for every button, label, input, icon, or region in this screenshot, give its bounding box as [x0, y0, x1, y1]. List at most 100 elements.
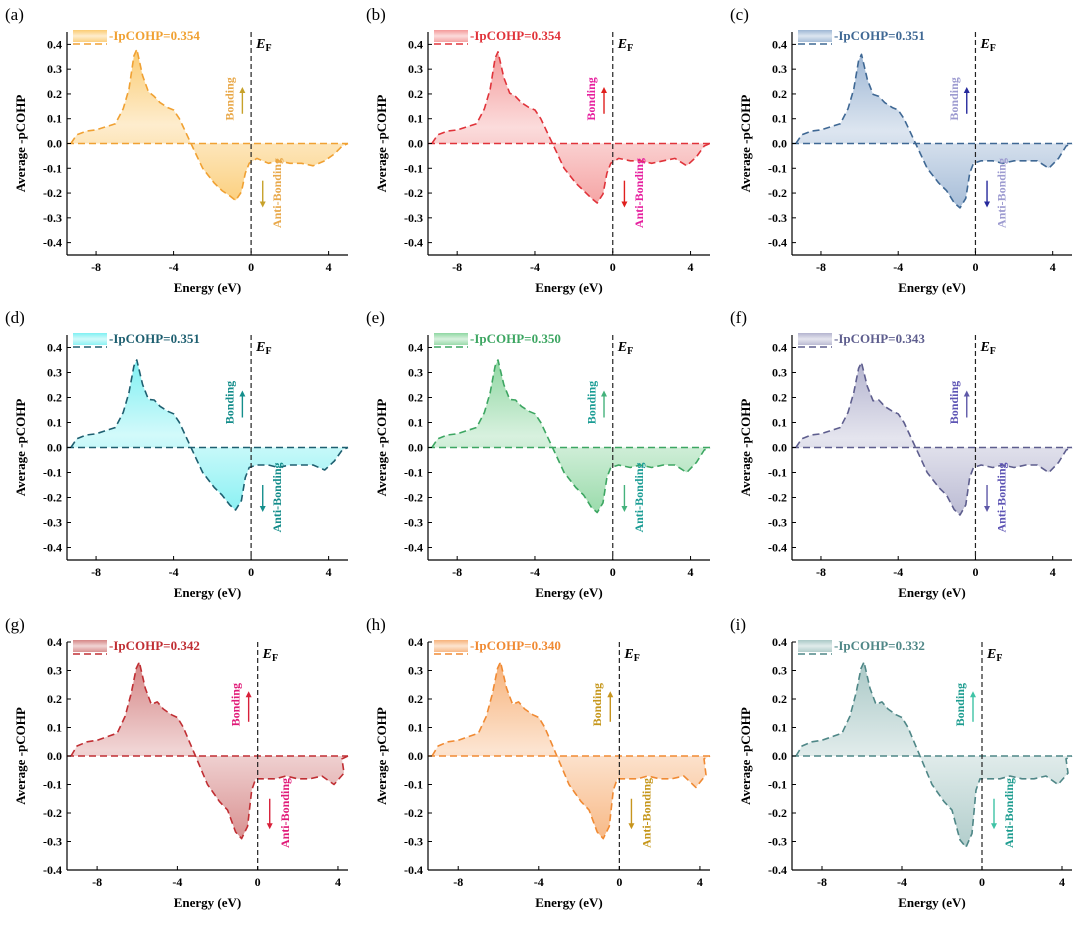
panel-label: (b): [366, 5, 386, 24]
y-tick-label: -0.4: [768, 863, 787, 877]
fermi-label: EF: [986, 647, 1002, 664]
bonding-arrow-head: [245, 691, 252, 698]
y-tick-label: -0.3: [43, 835, 62, 849]
bonding-arrow-head: [970, 691, 976, 698]
legend-swatch: [434, 333, 468, 345]
bonding-label: Bonding: [223, 77, 237, 120]
x-axis-title: Energy (eV): [898, 585, 966, 600]
legend-swatch: [73, 640, 107, 652]
y-tick-label: -0.3: [404, 211, 423, 225]
antibonding-arrow-head: [259, 201, 266, 208]
y-tick-label: -0.2: [43, 491, 62, 505]
cohp-curve: [70, 359, 349, 511]
y-tick-label: 0.3: [47, 62, 62, 76]
cohp-curve: [70, 661, 349, 840]
bonding-label: Bonding: [953, 683, 967, 726]
y-axis-title: Average -pCOHP: [738, 399, 753, 497]
y-tick-label: 0.3: [408, 62, 423, 76]
x-tick-label: -8: [453, 875, 463, 889]
y-axis-title: Average -pCOHP: [738, 95, 753, 193]
antibonding-arrow-head: [266, 823, 273, 830]
fermi-label: EF: [979, 340, 995, 357]
y-tick-label: 0.1: [772, 416, 787, 430]
x-tick-label: 4: [1050, 565, 1056, 579]
panel-h: EF -0.4 -0.3 -0.2 -0.1 0.0 0.1 0.2 0.3 0.4 -8 -4 0 4 E…: [366, 615, 711, 910]
y-tick-label: -0.4: [768, 236, 787, 250]
x-axis-title: Energy (eV): [535, 585, 603, 600]
y-tick-label: 0.3: [772, 62, 787, 76]
antibonding-label: Anti-Bonding: [270, 158, 284, 228]
y-tick-label: 0.0: [408, 137, 423, 151]
x-axis-title: Energy (eV): [535, 895, 603, 910]
legend-text: -IpCOHP=0.354: [470, 28, 561, 43]
legend-text: -IpCOHP=0.332: [834, 638, 925, 653]
bonding-label: Bonding: [223, 381, 237, 424]
antibonding-label: Anti-Bonding: [278, 778, 292, 848]
y-axis-title: Average -pCOHP: [374, 399, 389, 497]
x-tick-label: 4: [1050, 260, 1056, 274]
x-tick-label: 0: [255, 875, 261, 889]
legend-swatch: [798, 30, 832, 42]
fermi-subscript: F: [272, 653, 278, 664]
y-tick-label: 0.1: [772, 112, 787, 126]
legend-swatch: [434, 640, 468, 652]
fermi-subscript: F: [990, 43, 996, 54]
y-tick-label: -0.1: [768, 466, 787, 480]
y-tick-label: 0.0: [772, 749, 787, 763]
y-tick-label: -0.2: [404, 491, 423, 505]
x-tick-label: 0: [610, 565, 616, 579]
x-tick-label: 4: [697, 875, 703, 889]
y-tick-label: 0.3: [772, 664, 787, 678]
cohp-area: [431, 51, 710, 203]
y-tick-label: 0.4: [772, 635, 787, 649]
x-tick-label: -8: [92, 875, 102, 889]
x-tick-label: 4: [335, 875, 341, 889]
y-tick-label: 0.2: [408, 692, 423, 706]
x-axis-title: Energy (eV): [174, 280, 242, 295]
antibonding-arrow-head: [991, 823, 997, 830]
y-tick-label: 0.2: [47, 87, 62, 101]
y-tick-label: -0.4: [43, 236, 62, 250]
x-tick-label: -8: [91, 565, 101, 579]
cohp-area: [796, 662, 1072, 848]
y-tick-label: 0.3: [47, 366, 62, 380]
bonding-label: Bonding: [590, 683, 604, 726]
antibonding-label: Anti-Bonding: [1002, 778, 1016, 848]
x-tick-label: 4: [688, 565, 694, 579]
y-tick-label: -0.2: [404, 806, 423, 820]
y-tick-label: 0.0: [408, 441, 423, 455]
y-tick-label: 0.4: [47, 635, 62, 649]
y-tick-label: 0.1: [408, 416, 423, 430]
legend-text: -IpCOHP=0.342: [109, 638, 200, 653]
y-tick-label: -0.1: [43, 778, 62, 792]
y-tick-label: 0.0: [772, 441, 787, 455]
panel-d: EF -0.4 -0.3 -0.2 -0.1 0.0 0.1 0.2 0.3 0.4 -8 -4 0 4 E…: [5, 308, 349, 600]
antibonding-arrow-head: [628, 823, 635, 830]
panel-a: EF -0.4 -0.3 -0.2 -0.1 0.0 0.1 0.2 0.3 0.4 -8 -4 0 4 E…: [5, 5, 349, 295]
cohp-area: [432, 662, 710, 839]
y-axis-title: Average -pCOHP: [738, 707, 753, 805]
bonding-arrow-head: [239, 86, 246, 93]
bonding-label: Bonding: [947, 77, 961, 120]
antibonding-arrow-head: [621, 201, 628, 208]
y-tick-label: 0.2: [47, 391, 62, 405]
fermi-subscript: F: [265, 43, 271, 54]
fermi-subscript: F: [996, 653, 1002, 664]
fermi-label: EF: [262, 647, 278, 664]
y-tick-label: -0.2: [768, 186, 787, 200]
y-tick-label: -0.4: [404, 541, 423, 555]
panel-label: (a): [5, 5, 24, 24]
cohp-curve: [431, 359, 711, 514]
x-tick-label: 0: [248, 565, 254, 579]
legend-text: -IpCOHP=0.354: [109, 28, 200, 43]
x-axis-title: Energy (eV): [535, 280, 603, 295]
fermi-subscript: F: [990, 346, 996, 357]
panel-g: EF -0.4 -0.3 -0.2 -0.1 0.0 0.1 0.2 0.3 0.4 -8 -4 0 4 E…: [5, 615, 349, 910]
antibonding-label: Anti-Bonding: [270, 462, 284, 532]
antibonding-label: Anti-Bonding: [994, 158, 1008, 228]
y-tick-label: 0.1: [408, 721, 423, 735]
panel-label: (g): [5, 615, 25, 634]
y-tick-label: 0.3: [47, 664, 62, 678]
x-tick-label: -4: [169, 565, 179, 579]
